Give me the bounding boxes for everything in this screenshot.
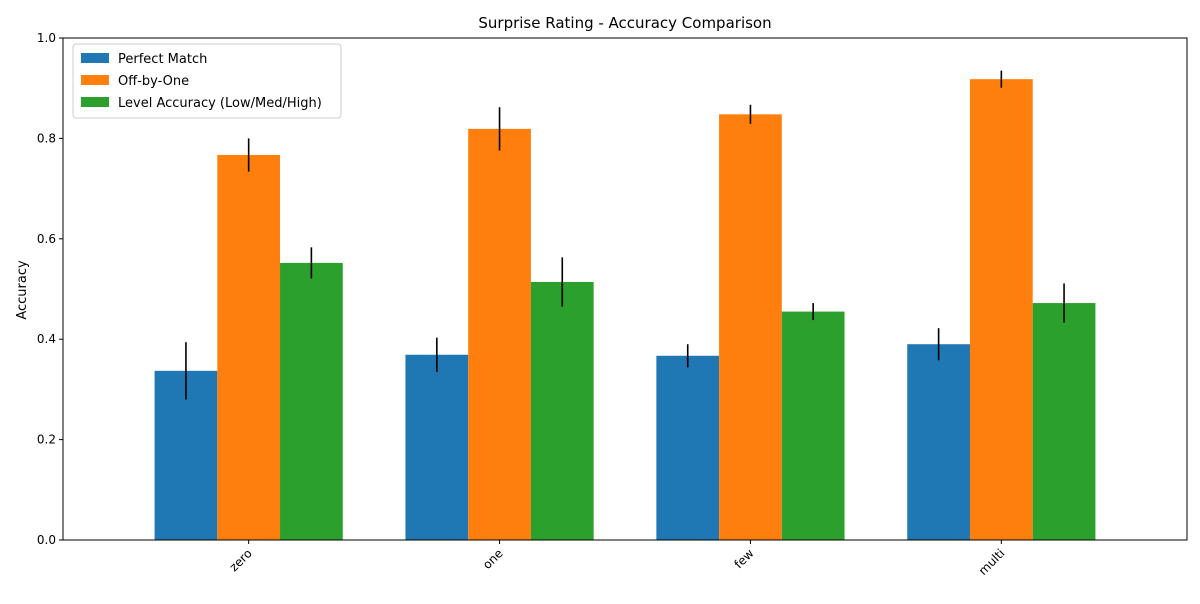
bar-multi-2 [969, 79, 1033, 540]
legend-label-3: Level Accuracy (Low/Med/High) [118, 96, 322, 111]
bar-one-1 [405, 354, 469, 540]
y-axis-label: Accuracy [15, 260, 30, 320]
chart-title: Surprise Rating - Accuracy Comparison [478, 14, 771, 32]
y-tick-label: 0.0 [37, 533, 56, 547]
bar-few-1 [656, 355, 720, 540]
bar-zero-3 [280, 262, 343, 540]
error-bars-group [185, 70, 1065, 400]
y-tick-label: 0.6 [37, 232, 56, 246]
y-tick-label: 0.2 [37, 433, 56, 447]
x-tick-label-zero: zero [227, 546, 255, 574]
bar-one-3 [530, 281, 594, 540]
plot-frame [62, 37, 1188, 541]
x-tick-label-one: one [480, 546, 506, 572]
y-axis: 0.0 0.2 0.4 0.6 0.8 1.0 [37, 31, 63, 547]
y-tick-label: 1.0 [37, 31, 56, 45]
y-tick-label: 0.8 [37, 131, 56, 145]
legend-label-1: Perfect Match [118, 52, 207, 67]
bar-few-3 [781, 311, 845, 540]
x-tick-label-few: few [732, 546, 757, 571]
bar-one-2 [468, 128, 531, 540]
legend-frame [72, 43, 342, 119]
y-tick-label: 0.4 [37, 332, 56, 346]
bar-multi-3 [1032, 303, 1096, 540]
x-axis: zero one few multi [227, 540, 1008, 578]
bar-zero-2 [217, 154, 281, 540]
bar-multi-1 [907, 344, 970, 540]
x-tick-label-multi: multi [976, 546, 1008, 578]
legend-swatch-1 [81, 53, 109, 63]
legend-label-2: Off-by-One [118, 74, 189, 89]
bars-group [154, 79, 1096, 540]
legend-swatch-2 [81, 75, 109, 85]
bar-few-2 [719, 114, 782, 540]
legend-swatch-3 [81, 97, 109, 107]
legend: Perfect Match Off-by-One Level Accuracy (L… [72, 43, 342, 119]
